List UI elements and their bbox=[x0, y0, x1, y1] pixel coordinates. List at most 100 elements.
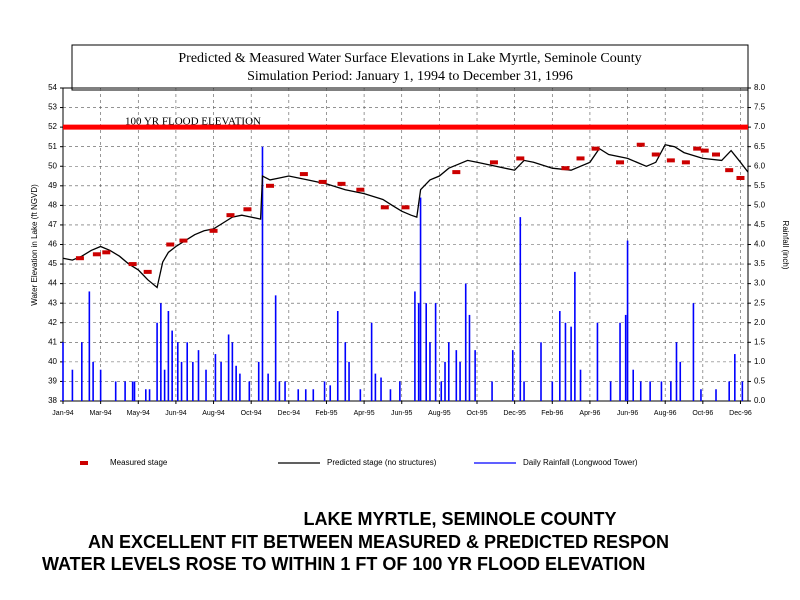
rain-bar bbox=[624, 314, 627, 401]
rain-bar bbox=[455, 350, 458, 401]
rain-bar bbox=[214, 354, 217, 401]
rain-bar bbox=[425, 303, 428, 401]
y2-tick-label: 8.0 bbox=[754, 83, 766, 92]
rain-bar bbox=[62, 342, 64, 401]
y-tick-label: 47 bbox=[48, 220, 57, 229]
y-tick-label: 43 bbox=[48, 298, 57, 307]
rain-bar bbox=[71, 369, 74, 401]
rain-bar bbox=[284, 381, 286, 401]
measured-point bbox=[92, 252, 101, 257]
rain-bar bbox=[124, 381, 126, 401]
predicted-line bbox=[62, 143, 749, 289]
rain-bar bbox=[163, 369, 166, 401]
rain-bar bbox=[419, 197, 422, 401]
rain-bar bbox=[559, 311, 561, 401]
measured-point bbox=[712, 152, 721, 157]
rain-bar bbox=[359, 389, 362, 401]
rain-bar bbox=[679, 361, 682, 401]
rain-bar bbox=[540, 342, 542, 401]
rain-bar bbox=[171, 330, 173, 401]
rain-bar bbox=[344, 342, 347, 401]
rain-bar bbox=[619, 322, 621, 401]
rain-bar bbox=[609, 381, 612, 401]
rain-bar bbox=[374, 373, 377, 401]
x-tick-label: Aug-96 bbox=[654, 410, 677, 417]
x-tick-label: Mar-94 bbox=[90, 410, 112, 417]
rain-bar bbox=[700, 389, 702, 401]
rain-bar bbox=[649, 381, 651, 401]
y2-tick-label: 7.0 bbox=[754, 122, 766, 131]
y-tick-label: 48 bbox=[48, 200, 57, 209]
x-tick-label: Apr-95 bbox=[354, 410, 375, 417]
rain-bar bbox=[205, 369, 207, 401]
x-tick-label: Jun-96 bbox=[617, 410, 639, 417]
rain-bar bbox=[741, 381, 744, 401]
y-tick-label: 39 bbox=[48, 377, 57, 386]
rain-bar bbox=[551, 381, 554, 401]
rain-bar bbox=[459, 361, 461, 401]
measured-point bbox=[299, 172, 308, 177]
y2-tick-label: 6.5 bbox=[754, 142, 766, 151]
legend-label: Predicted stage (no structures) bbox=[327, 458, 437, 467]
measured-point bbox=[725, 168, 734, 173]
rain-bar bbox=[434, 303, 437, 401]
rain-bar bbox=[523, 381, 525, 401]
x-tick-label: Dec-95 bbox=[503, 410, 526, 417]
measured-point bbox=[452, 170, 461, 175]
rain-bar bbox=[474, 350, 476, 401]
rain-bar bbox=[133, 381, 136, 401]
x-tick-label: Aug-94 bbox=[202, 410, 225, 417]
y-tick-label: 53 bbox=[48, 103, 57, 112]
y2-tick-label: 3.5 bbox=[754, 259, 766, 268]
x-tick-label: Feb-96 bbox=[541, 410, 563, 417]
title-box bbox=[71, 44, 749, 91]
y-tick-label: 52 bbox=[48, 122, 57, 131]
rain-bar bbox=[440, 381, 443, 401]
measured-point bbox=[380, 205, 389, 210]
y2-tick-label: 0.5 bbox=[754, 377, 766, 386]
measured-point bbox=[591, 146, 600, 151]
rain-bar bbox=[399, 381, 401, 401]
rain-bar bbox=[336, 311, 339, 401]
rain-bar bbox=[267, 373, 269, 401]
y2-tick-label: 7.5 bbox=[754, 103, 766, 112]
rain-bar bbox=[596, 322, 599, 401]
y-axis-label: Water Elevation in Lake (ft NGVD) bbox=[30, 184, 39, 306]
x-tick-label: Aug-95 bbox=[428, 410, 451, 417]
y-tick-label: 41 bbox=[48, 337, 57, 346]
y2-tick-label: 2.0 bbox=[754, 318, 766, 327]
rain-bar bbox=[348, 361, 350, 401]
measured-point bbox=[143, 269, 152, 274]
rain-bar bbox=[145, 389, 147, 401]
measured-point bbox=[179, 238, 188, 243]
rain-bar bbox=[519, 217, 522, 401]
x-tick-label: Apr-96 bbox=[579, 410, 600, 417]
measured-point bbox=[337, 181, 346, 186]
rain-bar bbox=[278, 381, 281, 401]
y-tick-label: 54 bbox=[48, 83, 57, 92]
rain-bar bbox=[417, 303, 420, 401]
rain-bar bbox=[167, 311, 170, 401]
y-tick-label: 44 bbox=[48, 279, 57, 288]
rain-bar bbox=[675, 342, 678, 401]
rain-bar bbox=[156, 322, 158, 401]
footer-line: LAKE MYRTLE, SEMINOLE COUNTY bbox=[303, 509, 616, 529]
legend-label: Daily Rainfall (Longwood Tower) bbox=[523, 458, 638, 467]
measured-point bbox=[356, 187, 365, 192]
rain-bar bbox=[660, 381, 663, 401]
measured-point bbox=[616, 160, 625, 165]
measured-point bbox=[576, 156, 585, 161]
rain-bar bbox=[389, 389, 392, 401]
rain-bar bbox=[692, 303, 695, 401]
rain-bar bbox=[734, 354, 736, 401]
y2-tick-label: 6.0 bbox=[754, 161, 766, 170]
rain-bar bbox=[670, 381, 672, 401]
x-tick-label: Dec-96 bbox=[729, 410, 752, 417]
rain-bar bbox=[323, 381, 326, 401]
measured-point bbox=[651, 152, 660, 157]
measured-point bbox=[75, 256, 84, 261]
measured-point bbox=[226, 213, 235, 218]
x-tick-label: Jun-95 bbox=[391, 410, 413, 417]
y-tick-label: 45 bbox=[48, 259, 57, 268]
